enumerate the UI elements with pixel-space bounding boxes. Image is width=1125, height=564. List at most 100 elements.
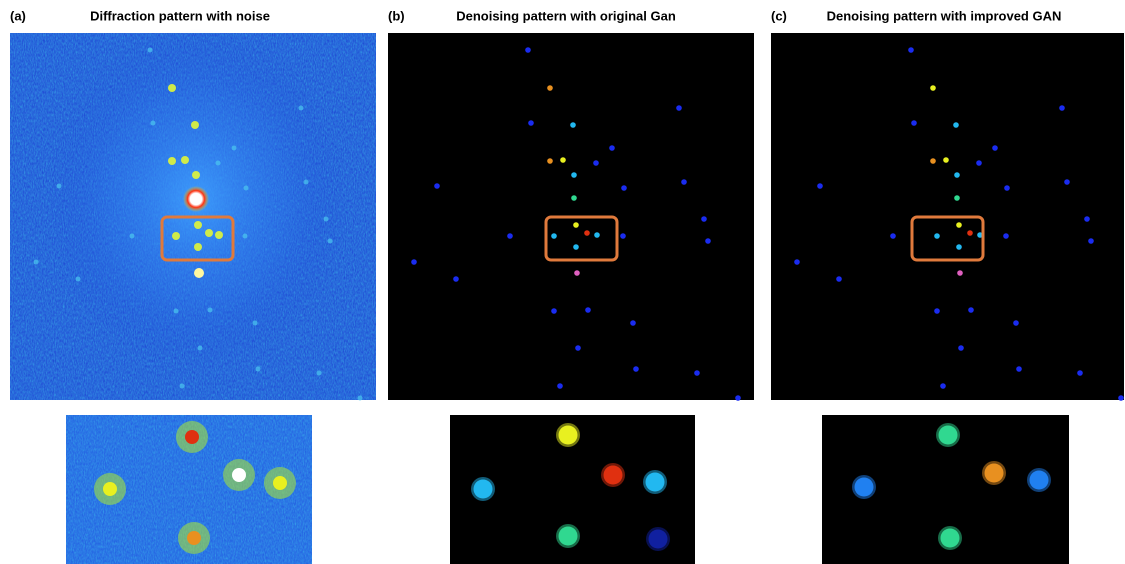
spot — [930, 158, 936, 164]
spot — [817, 183, 823, 189]
spot — [174, 309, 179, 314]
center-spot — [183, 186, 209, 212]
spot — [958, 345, 964, 351]
inset-spot — [939, 426, 958, 445]
spot — [551, 308, 557, 314]
spot — [1084, 216, 1090, 222]
spot — [76, 277, 81, 282]
spot — [571, 172, 577, 178]
spot — [130, 234, 135, 239]
spot — [574, 270, 580, 276]
spot — [304, 180, 309, 185]
spot — [148, 48, 153, 53]
spot — [620, 233, 626, 239]
panel-label: (a) — [10, 8, 26, 23]
spot — [328, 239, 333, 244]
spot — [551, 233, 557, 239]
panel-title: Diffraction pattern with noise — [90, 8, 270, 23]
spot — [168, 157, 176, 165]
spot — [570, 122, 576, 128]
spot — [1118, 395, 1124, 401]
spot — [967, 230, 973, 236]
spot — [208, 308, 213, 313]
spot — [180, 384, 185, 389]
spot — [525, 47, 531, 53]
spot — [151, 121, 156, 126]
spot — [911, 120, 917, 126]
panel-title: Denoising pattern with original Gan — [456, 8, 676, 23]
spot — [956, 244, 962, 250]
inset-spot — [559, 426, 578, 445]
page: {"panels": [ {"label": "(a)", "title": "… — [0, 0, 1125, 564]
inset-spot — [474, 480, 493, 499]
spot — [34, 260, 39, 265]
spot — [976, 160, 982, 166]
inset-spot — [985, 464, 1004, 483]
spot — [194, 268, 204, 278]
spot — [594, 232, 600, 238]
spot — [358, 396, 363, 401]
spot — [256, 367, 261, 372]
spot — [194, 221, 202, 229]
spot — [324, 217, 329, 222]
inset-spot — [941, 529, 960, 548]
spot — [557, 383, 563, 389]
spot — [560, 157, 566, 163]
spot — [573, 244, 579, 250]
spot — [575, 345, 581, 351]
spot — [253, 321, 258, 326]
inset-spot — [185, 430, 199, 444]
spot — [956, 222, 962, 228]
panel-label: (b) — [388, 8, 405, 23]
inset-spot — [559, 527, 578, 546]
spot — [1013, 320, 1019, 326]
spot — [434, 183, 440, 189]
spot — [943, 157, 949, 163]
spot — [1016, 366, 1022, 372]
spot — [794, 259, 800, 265]
spot — [507, 233, 513, 239]
spot — [299, 106, 304, 111]
inset-spot — [604, 466, 623, 485]
inset-spot — [232, 468, 246, 482]
spot — [633, 366, 639, 372]
spot — [194, 243, 202, 251]
spot — [705, 238, 711, 244]
spot — [1064, 179, 1070, 185]
inset-spot — [855, 478, 874, 497]
spot — [198, 346, 203, 351]
spot — [1004, 185, 1010, 191]
spot — [992, 145, 998, 151]
spot — [609, 145, 615, 151]
inset-spot — [103, 482, 117, 496]
spot — [954, 195, 960, 201]
spot — [573, 222, 579, 228]
spot — [1077, 370, 1083, 376]
spot — [930, 85, 936, 91]
images — [10, 29, 1124, 564]
spot — [957, 270, 963, 276]
spot — [57, 184, 62, 189]
spot — [630, 320, 636, 326]
spot — [181, 156, 189, 164]
spot — [940, 383, 946, 389]
spot — [836, 276, 842, 282]
spot — [968, 307, 974, 313]
spot — [191, 121, 199, 129]
spot — [216, 161, 221, 166]
inset-spot — [646, 473, 665, 492]
spot — [192, 171, 200, 179]
spot — [215, 231, 223, 239]
panel-title: Denoising pattern with improved GAN — [827, 8, 1062, 23]
spot — [317, 371, 322, 376]
panel-label: (c) — [771, 8, 787, 23]
spot — [172, 232, 180, 240]
spot — [735, 395, 741, 401]
spot — [528, 120, 534, 126]
spot — [453, 276, 459, 282]
spot — [205, 229, 213, 237]
spot — [244, 186, 249, 191]
spot — [694, 370, 700, 376]
spot — [1059, 105, 1065, 111]
spot — [908, 47, 914, 53]
